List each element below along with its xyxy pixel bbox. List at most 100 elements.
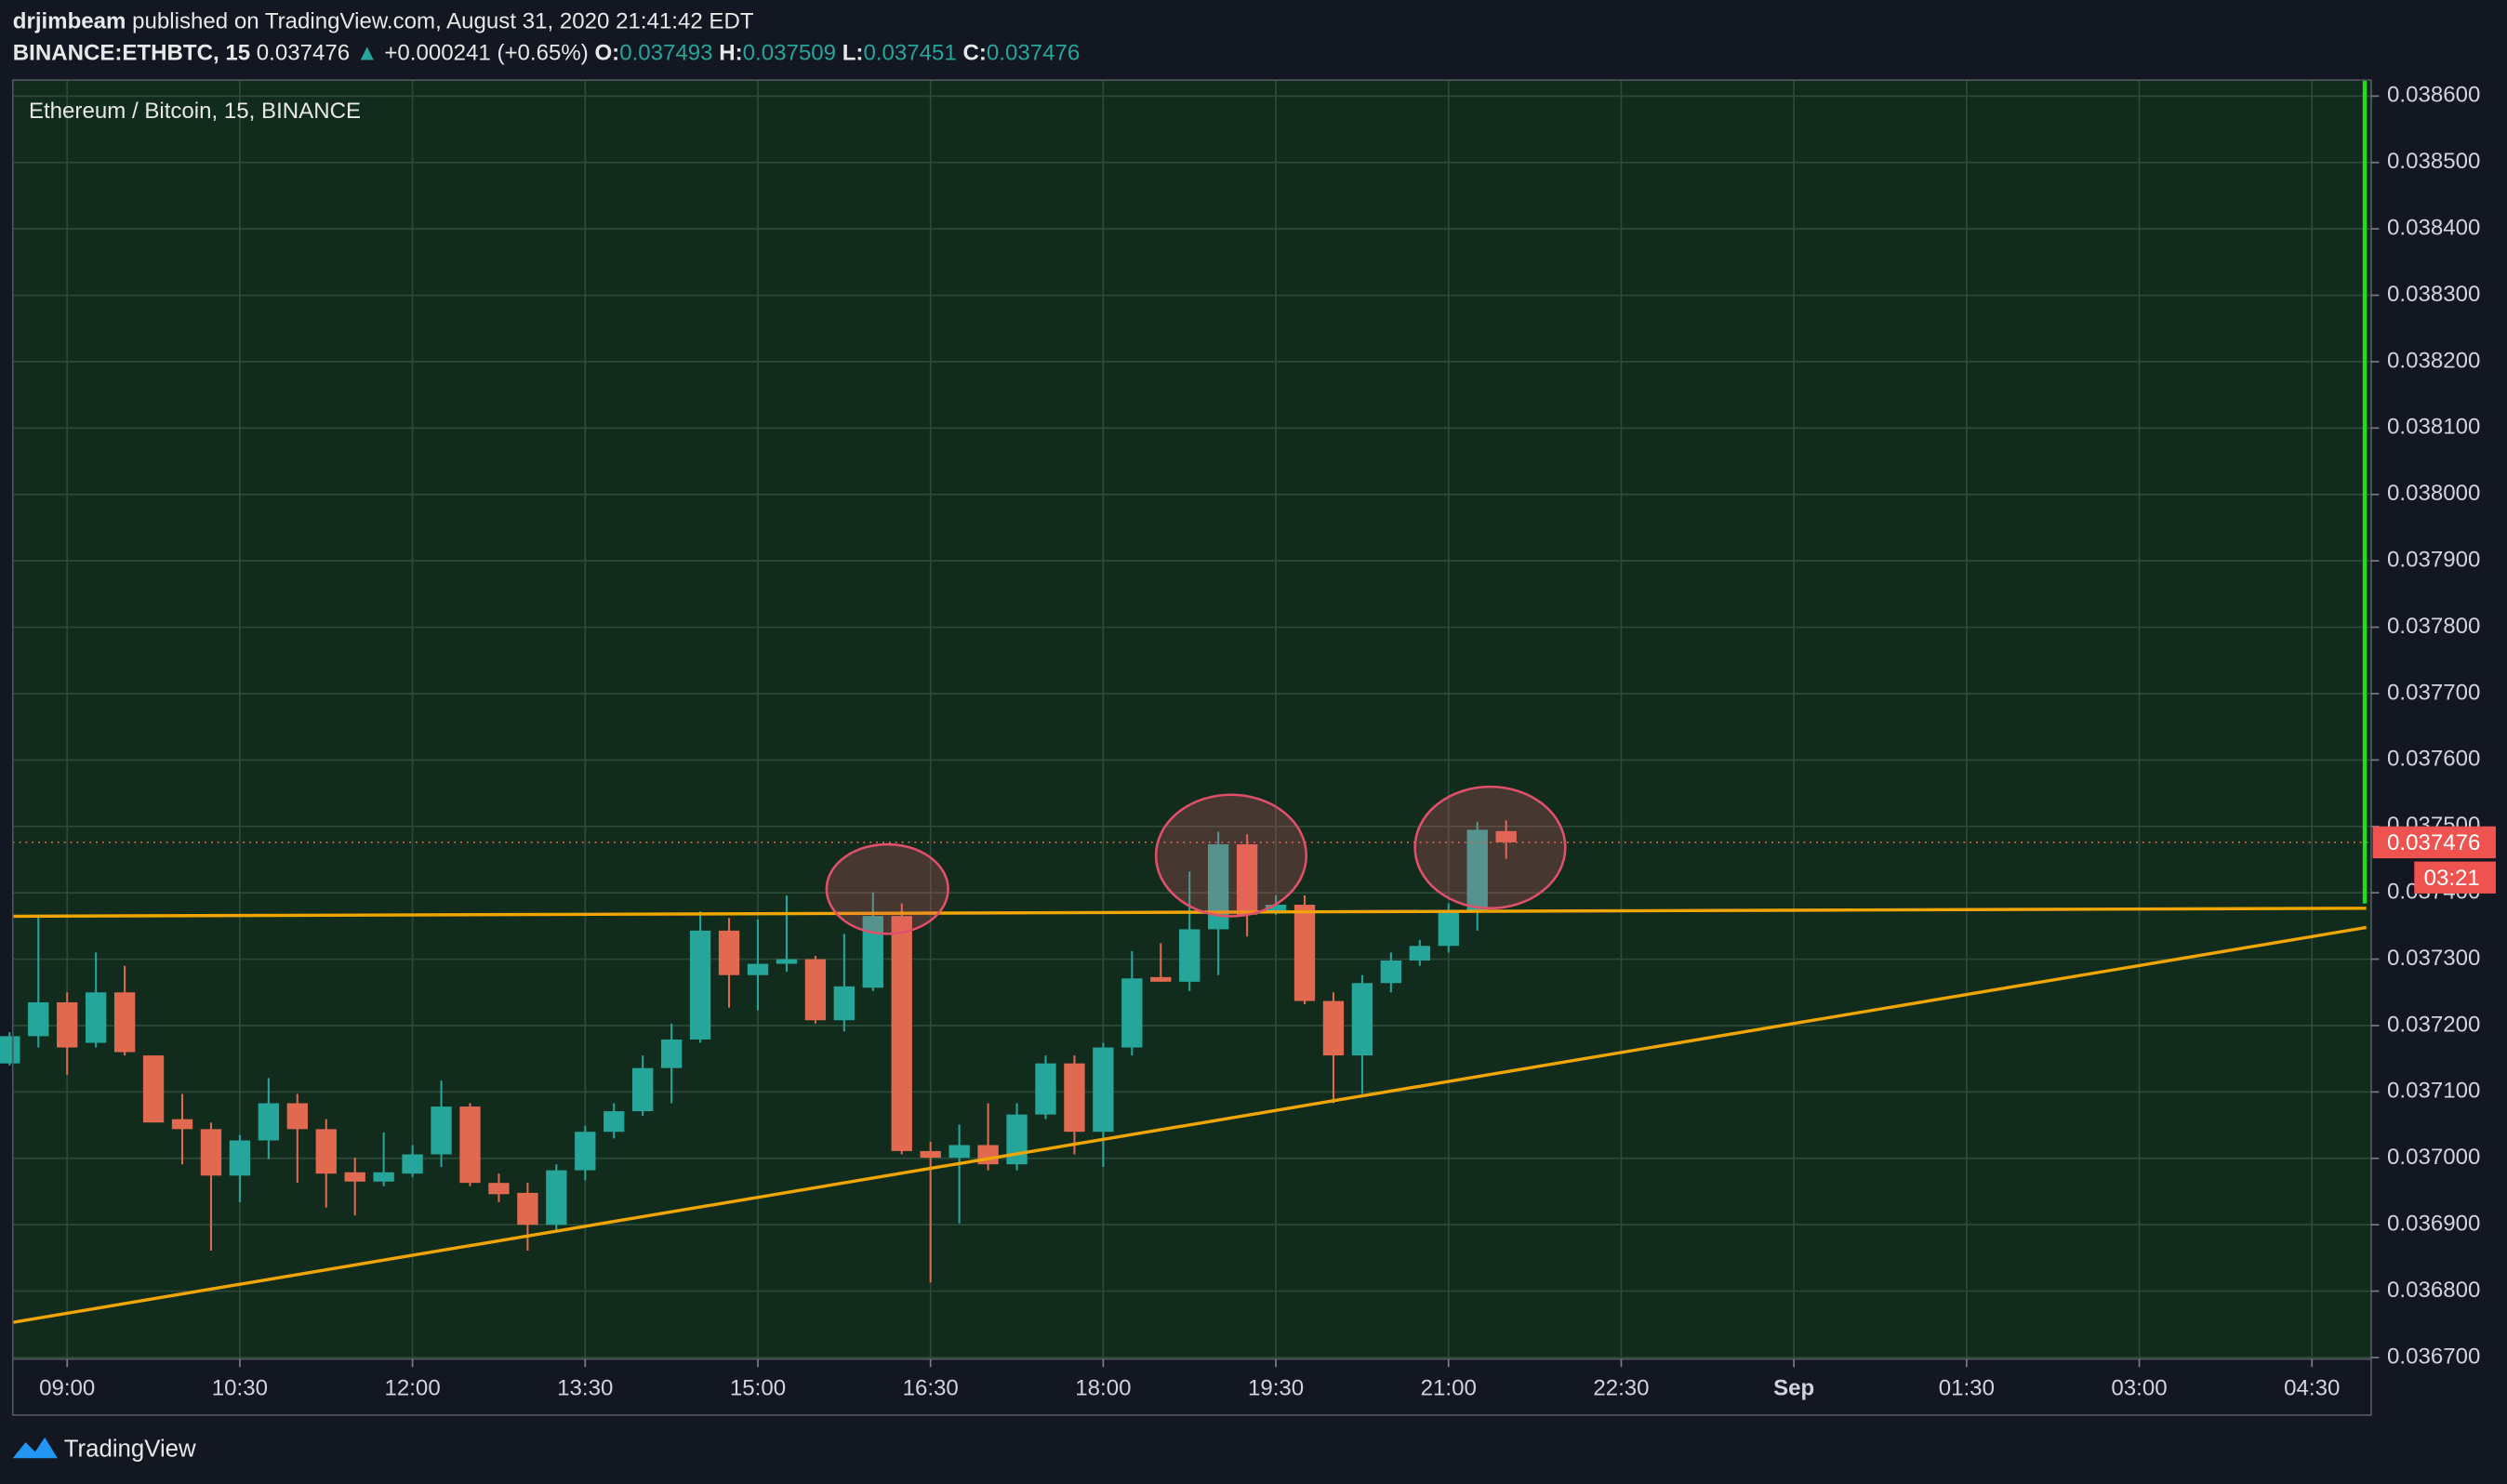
countdown-box (2414, 861, 2496, 894)
o-label: O: (594, 41, 619, 66)
brand: TradingView (64, 1437, 196, 1463)
candle-body (1495, 830, 1517, 842)
chart-title: Ethereum / Bitcoin, 15, BINANCE (29, 99, 361, 124)
h: 0.037509 (743, 41, 836, 66)
highlight-ellipse (825, 842, 949, 935)
candle-body (229, 1140, 251, 1176)
c-label: C: (963, 41, 987, 66)
y-tick-label: 0.036800 (2387, 1278, 2480, 1303)
l: 0.037451 (863, 41, 956, 66)
drawings (12, 80, 2368, 1324)
last-price-label: 0.037476 (2387, 830, 2480, 855)
candle-body (1438, 909, 1459, 947)
countdown-label: 03:21 (2424, 866, 2480, 891)
candle-body (142, 1055, 165, 1123)
candle-body (575, 1132, 596, 1171)
published: published on TradingView.com, August 31,… (132, 9, 754, 34)
candle-body (258, 1103, 280, 1141)
candle-body (747, 963, 769, 975)
candle-body (920, 1150, 941, 1159)
y-tick-label: 0.038200 (2387, 348, 2480, 373)
candle-body (1380, 960, 1402, 984)
candle-body (113, 992, 136, 1053)
x-tick-label: 22:30 (1593, 1376, 1649, 1401)
l-label: L: (842, 41, 864, 66)
candle-body (373, 1172, 394, 1182)
x-tick-label: 12:00 (384, 1376, 440, 1401)
o: 0.037493 (619, 41, 712, 66)
candle-body (1207, 844, 1229, 930)
candle-body (57, 1001, 78, 1048)
candle-body (1293, 905, 1316, 1001)
candle-body (1150, 976, 1172, 982)
highlight-ellipse (1413, 785, 1567, 910)
author[interactable]: drjimbeam (13, 9, 126, 34)
y-tick-label: 0.037800 (2387, 614, 2480, 639)
candle-body (1121, 978, 1143, 1048)
candle-body (891, 916, 912, 1151)
candle-body (0, 1036, 20, 1064)
y-tick-label: 0.037200 (2387, 1012, 2480, 1037)
x-tick-label: 03:00 (2111, 1376, 2167, 1401)
axes: 0.036700 0.036800 0.036900 0.037000 0.037100… (39, 83, 2496, 1401)
header-line-1: drjimbeam published on TradingView.com, … (13, 9, 754, 34)
candle-body (1265, 905, 1287, 912)
x-tick-label: 15:00 (730, 1376, 786, 1401)
x-tick-label: 01:30 (1939, 1376, 1995, 1401)
y-tick-label: 0.037000 (2387, 1145, 2480, 1170)
candle-body (315, 1129, 337, 1174)
x-tick-label: 18:00 (1075, 1376, 1131, 1401)
candle-body (660, 1039, 683, 1068)
candle-body (632, 1067, 654, 1112)
candle-body (28, 1001, 49, 1037)
candle-body (517, 1192, 538, 1226)
candle-body (1035, 1063, 1056, 1115)
x-tick-label: 13:30 (557, 1376, 613, 1401)
y-tick-label: 0.036700 (2387, 1344, 2480, 1369)
symbol: BINANCE:ETHBTC, 15 (13, 41, 250, 66)
candle-body (804, 959, 827, 1021)
candle-body (286, 1103, 308, 1130)
y-tick-label: 0.037700 (2387, 680, 2480, 705)
last: 0.037476 (257, 41, 350, 66)
candle-body (431, 1106, 452, 1155)
x-tick-label: 10:30 (212, 1376, 268, 1401)
candle-body (344, 1172, 365, 1182)
last-price-box (2372, 826, 2496, 859)
support-trendline (12, 925, 2367, 1324)
candle-body (776, 959, 798, 964)
grid (12, 80, 2371, 1359)
highlight-ellipse (1154, 793, 1308, 918)
y-tick-label: 0.037300 (2387, 946, 2480, 971)
x-tick-label: 21:00 (1421, 1376, 1477, 1401)
y-tick-label: 0.037100 (2387, 1079, 2480, 1104)
candle-body (833, 986, 856, 1021)
candle-body (546, 1170, 567, 1226)
candle-body (488, 1183, 510, 1195)
y-tick-label: 0.038100 (2387, 415, 2480, 440)
candle-body (1064, 1063, 1085, 1133)
plot-area (12, 80, 2371, 1359)
candle-body (604, 1111, 625, 1133)
x-tick-label: 04:30 (2284, 1376, 2340, 1401)
logo[interactable]: TradingView (12, 1437, 196, 1463)
resistance-line (12, 907, 2367, 919)
candle-body (1466, 829, 1488, 910)
candle-body (718, 930, 740, 975)
candle-body (85, 992, 107, 1043)
y-tick-label: 0.037900 (2387, 548, 2480, 573)
y-tick-label: 0.037600 (2387, 747, 2480, 772)
candle-body (1006, 1114, 1028, 1165)
y-tick-label: 0.038300 (2387, 282, 2480, 307)
arrow: ▲ (356, 41, 378, 66)
candle-body (948, 1145, 970, 1159)
y-tick-label: 0.036900 (2387, 1212, 2480, 1237)
c: 0.037476 (987, 41, 1080, 66)
candle-body (200, 1129, 222, 1176)
candle-body (171, 1119, 193, 1130)
candle-body (689, 930, 711, 1040)
candle-body (1236, 844, 1258, 915)
x-tick-label: 16:30 (903, 1376, 959, 1401)
h-label: H: (719, 41, 742, 66)
